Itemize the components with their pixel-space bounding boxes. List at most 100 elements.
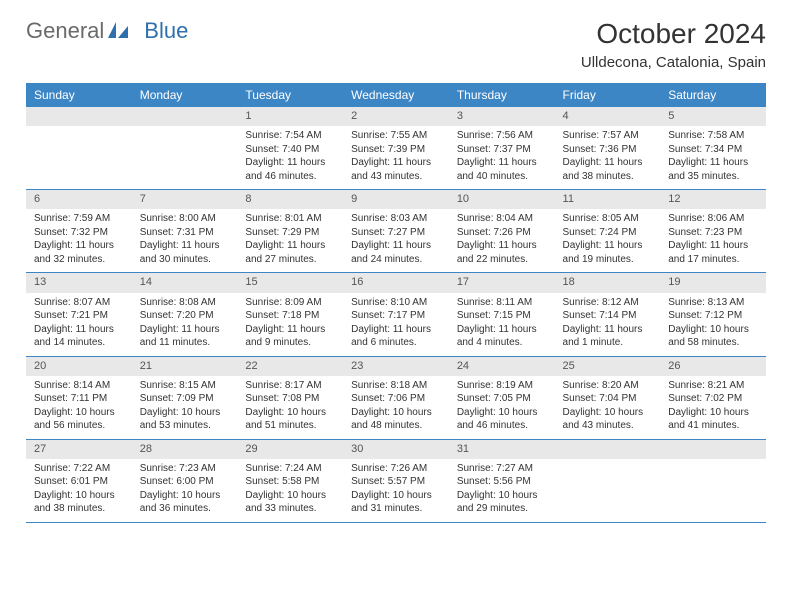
logo-text-2: Blue	[144, 18, 188, 44]
day-number: 2	[343, 107, 449, 126]
calendar-week-row: 27Sunrise: 7:22 AMSunset: 6:01 PMDayligh…	[26, 439, 766, 522]
sunset-text: Sunset: 7:34 PM	[668, 143, 758, 157]
daylight-line1: Daylight: 11 hours	[668, 239, 758, 253]
daylight-line1: Daylight: 11 hours	[563, 239, 653, 253]
sunset-text: Sunset: 7:17 PM	[351, 309, 441, 323]
sunrise-text: Sunrise: 7:57 AM	[563, 129, 653, 143]
day-body	[132, 126, 238, 180]
page-subtitle: Ulldecona, Catalonia, Spain	[581, 54, 766, 71]
calendar-week-row: 20Sunrise: 8:14 AMSunset: 7:11 PMDayligh…	[26, 356, 766, 439]
calendar-day-cell	[132, 107, 238, 190]
day-body: Sunrise: 8:00 AMSunset: 7:31 PMDaylight:…	[132, 209, 238, 272]
page-title: October 2024	[581, 18, 766, 50]
daylight-line1: Daylight: 11 hours	[34, 323, 124, 337]
calendar-day-cell	[555, 439, 661, 522]
daylight-line2: and 32 minutes.	[34, 253, 124, 267]
sunrise-text: Sunrise: 7:24 AM	[245, 462, 335, 476]
sunrise-text: Sunrise: 7:27 AM	[457, 462, 547, 476]
calendar-day-cell: 6Sunrise: 7:59 AMSunset: 7:32 PMDaylight…	[26, 190, 132, 273]
calendar-day-cell: 5Sunrise: 7:58 AMSunset: 7:34 PMDaylight…	[660, 107, 766, 190]
sunset-text: Sunset: 6:01 PM	[34, 475, 124, 489]
sunrise-text: Sunrise: 8:21 AM	[668, 379, 758, 393]
day-body: Sunrise: 8:09 AMSunset: 7:18 PMDaylight:…	[237, 293, 343, 356]
calendar-day-cell: 22Sunrise: 8:17 AMSunset: 7:08 PMDayligh…	[237, 356, 343, 439]
sunrise-text: Sunrise: 8:06 AM	[668, 212, 758, 226]
calendar-day-cell: 7Sunrise: 8:00 AMSunset: 7:31 PMDaylight…	[132, 190, 238, 273]
sunset-text: Sunset: 7:15 PM	[457, 309, 547, 323]
day-body: Sunrise: 8:19 AMSunset: 7:05 PMDaylight:…	[449, 376, 555, 439]
day-number: 9	[343, 190, 449, 209]
calendar-day-cell: 13Sunrise: 8:07 AMSunset: 7:21 PMDayligh…	[26, 273, 132, 356]
day-body: Sunrise: 8:21 AMSunset: 7:02 PMDaylight:…	[660, 376, 766, 439]
sunrise-text: Sunrise: 7:58 AM	[668, 129, 758, 143]
calendar-day-cell: 28Sunrise: 7:23 AMSunset: 6:00 PMDayligh…	[132, 439, 238, 522]
day-body: Sunrise: 8:17 AMSunset: 7:08 PMDaylight:…	[237, 376, 343, 439]
calendar-day-cell	[26, 107, 132, 190]
daylight-line1: Daylight: 10 hours	[140, 406, 230, 420]
day-body: Sunrise: 8:12 AMSunset: 7:14 PMDaylight:…	[555, 293, 661, 356]
daylight-line1: Daylight: 11 hours	[245, 156, 335, 170]
daylight-line2: and 4 minutes.	[457, 336, 547, 350]
calendar-day-cell: 30Sunrise: 7:26 AMSunset: 5:57 PMDayligh…	[343, 439, 449, 522]
daylight-line1: Daylight: 11 hours	[563, 156, 653, 170]
day-number: 23	[343, 357, 449, 376]
daylight-line2: and 22 minutes.	[457, 253, 547, 267]
sunrise-text: Sunrise: 8:19 AM	[457, 379, 547, 393]
sunset-text: Sunset: 7:12 PM	[668, 309, 758, 323]
sunrise-text: Sunrise: 8:05 AM	[563, 212, 653, 226]
logo-text-1: General	[26, 18, 104, 44]
daylight-line1: Daylight: 10 hours	[245, 489, 335, 503]
day-body: Sunrise: 8:11 AMSunset: 7:15 PMDaylight:…	[449, 293, 555, 356]
sunrise-text: Sunrise: 8:04 AM	[457, 212, 547, 226]
day-number: 5	[660, 107, 766, 126]
sunset-text: Sunset: 5:57 PM	[351, 475, 441, 489]
daylight-line2: and 31 minutes.	[351, 502, 441, 516]
sunrise-text: Sunrise: 8:10 AM	[351, 296, 441, 310]
day-number: 4	[555, 107, 661, 126]
sunrise-text: Sunrise: 7:23 AM	[140, 462, 230, 476]
day-body: Sunrise: 8:04 AMSunset: 7:26 PMDaylight:…	[449, 209, 555, 272]
daylight-line1: Daylight: 11 hours	[457, 239, 547, 253]
sunrise-text: Sunrise: 8:00 AM	[140, 212, 230, 226]
day-number: 13	[26, 273, 132, 292]
day-body: Sunrise: 8:15 AMSunset: 7:09 PMDaylight:…	[132, 376, 238, 439]
day-number: 6	[26, 190, 132, 209]
sunrise-text: Sunrise: 8:09 AM	[245, 296, 335, 310]
calendar-day-cell: 1Sunrise: 7:54 AMSunset: 7:40 PMDaylight…	[237, 107, 343, 190]
daylight-line2: and 33 minutes.	[245, 502, 335, 516]
daylight-line2: and 11 minutes.	[140, 336, 230, 350]
calendar-day-cell: 3Sunrise: 7:56 AMSunset: 7:37 PMDaylight…	[449, 107, 555, 190]
daylight-line1: Daylight: 10 hours	[140, 489, 230, 503]
daylight-line1: Daylight: 10 hours	[351, 489, 441, 503]
sunrise-text: Sunrise: 8:11 AM	[457, 296, 547, 310]
day-body	[660, 459, 766, 513]
day-body: Sunrise: 8:05 AMSunset: 7:24 PMDaylight:…	[555, 209, 661, 272]
dayname-sunday: Sunday	[26, 83, 132, 107]
sunset-text: Sunset: 7:31 PM	[140, 226, 230, 240]
daylight-line2: and 58 minutes.	[668, 336, 758, 350]
daylight-line2: and 46 minutes.	[245, 170, 335, 184]
sunrise-text: Sunrise: 7:26 AM	[351, 462, 441, 476]
sunrise-text: Sunrise: 8:18 AM	[351, 379, 441, 393]
day-number: 31	[449, 440, 555, 459]
day-body: Sunrise: 8:03 AMSunset: 7:27 PMDaylight:…	[343, 209, 449, 272]
calendar-day-cell: 23Sunrise: 8:18 AMSunset: 7:06 PMDayligh…	[343, 356, 449, 439]
day-body: Sunrise: 8:13 AMSunset: 7:12 PMDaylight:…	[660, 293, 766, 356]
dayname-saturday: Saturday	[660, 83, 766, 107]
calendar-week-row: 13Sunrise: 8:07 AMSunset: 7:21 PMDayligh…	[26, 273, 766, 356]
sunset-text: Sunset: 7:29 PM	[245, 226, 335, 240]
sunrise-text: Sunrise: 8:12 AM	[563, 296, 653, 310]
daylight-line1: Daylight: 11 hours	[563, 323, 653, 337]
calendar-day-cell: 4Sunrise: 7:57 AMSunset: 7:36 PMDaylight…	[555, 107, 661, 190]
daylight-line2: and 43 minutes.	[351, 170, 441, 184]
dayname-row: Sunday Monday Tuesday Wednesday Thursday…	[26, 83, 766, 107]
sunrise-text: Sunrise: 8:20 AM	[563, 379, 653, 393]
calendar-table: Sunday Monday Tuesday Wednesday Thursday…	[26, 83, 766, 523]
sunrise-text: Sunrise: 8:03 AM	[351, 212, 441, 226]
page-header: General Blue October 2024 Ulldecona, Cat…	[26, 18, 766, 71]
sunset-text: Sunset: 7:11 PM	[34, 392, 124, 406]
daylight-line2: and 40 minutes.	[457, 170, 547, 184]
dayname-monday: Monday	[132, 83, 238, 107]
sunset-text: Sunset: 7:09 PM	[140, 392, 230, 406]
logo-sail-icon	[108, 18, 128, 44]
